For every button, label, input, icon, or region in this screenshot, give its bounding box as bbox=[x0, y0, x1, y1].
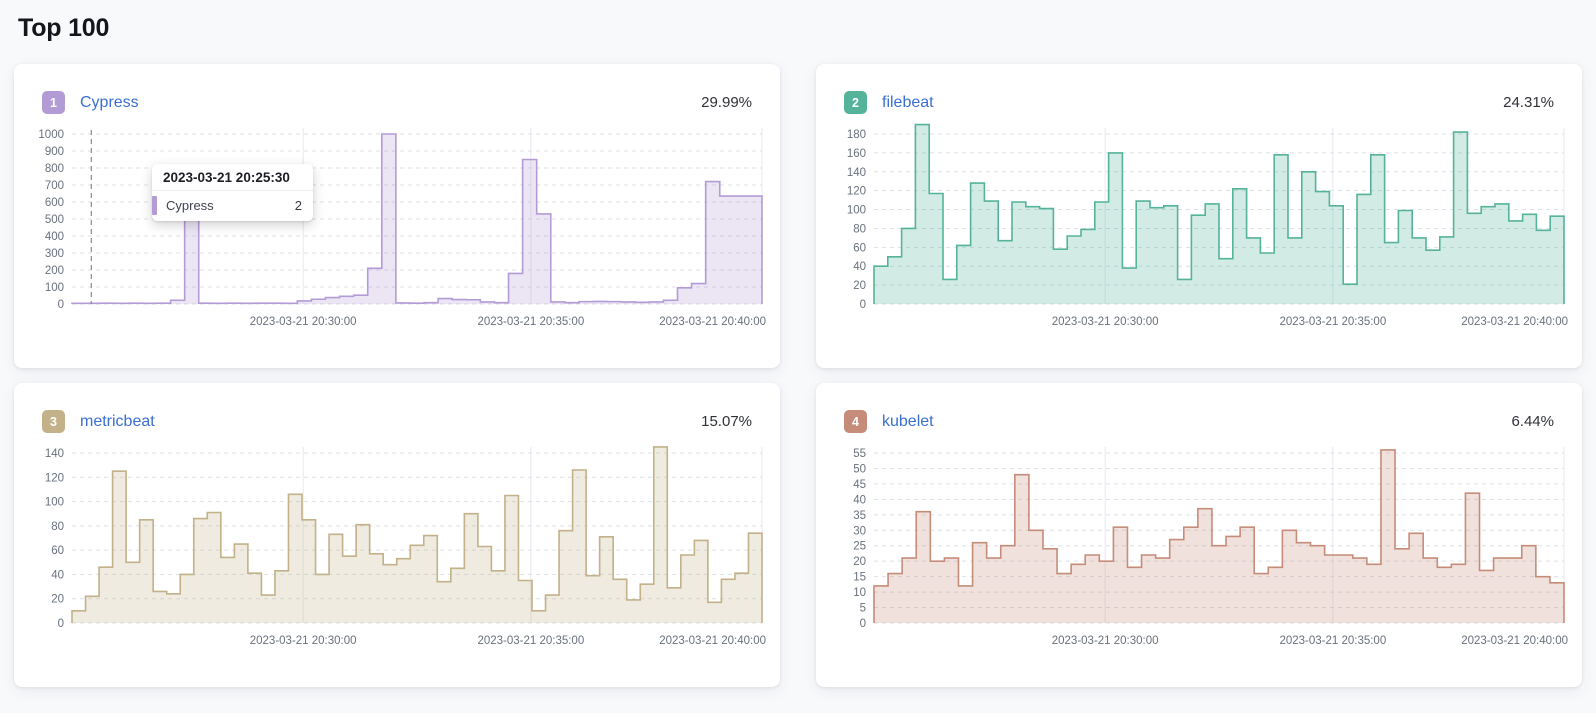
tooltip-value: 2 bbox=[294, 198, 302, 213]
chart-area-cypress[interactable]: 0 100 200 300 400 500 600 700 800 900 1000 2023-03-… bbox=[24, 120, 770, 334]
dashboard-page: Top 100 1 Cypress 29.99% 0 100 200 300 400 50… bbox=[14, 14, 1582, 687]
series-link-filebeat[interactable]: filebeat bbox=[882, 93, 934, 111]
svg-text:20: 20 bbox=[853, 280, 866, 292]
rank-badge: 1 bbox=[42, 91, 65, 114]
card-header: 4 kubelet 6.44% bbox=[826, 383, 1572, 433]
card-header: 1 Cypress 29.99% bbox=[24, 64, 770, 114]
svg-text:500: 500 bbox=[45, 214, 64, 226]
chart-card-filebeat: 2 filebeat 24.31% 0 20 40 60 80 100 120 140 160 1… bbox=[816, 64, 1582, 368]
chart-card-metricbeat: 3 metricbeat 15.07% 0 20 40 60 80 100 120 140 20… bbox=[14, 383, 780, 687]
percent-value: 15.07% bbox=[701, 413, 752, 430]
svg-text:700: 700 bbox=[45, 180, 64, 192]
series-link-metricbeat[interactable]: metricbeat bbox=[80, 412, 155, 430]
svg-text:10: 10 bbox=[853, 587, 866, 599]
rank-badge: 4 bbox=[844, 410, 867, 433]
svg-text:50: 50 bbox=[853, 463, 866, 475]
svg-text:0: 0 bbox=[58, 299, 64, 311]
svg-text:600: 600 bbox=[45, 197, 64, 209]
svg-text:100: 100 bbox=[45, 497, 64, 509]
svg-text:40: 40 bbox=[51, 569, 64, 581]
svg-text:800: 800 bbox=[45, 163, 64, 175]
percent-value: 24.31% bbox=[1503, 94, 1554, 111]
chart-tooltip: 2023-03-21 20:25:30 Cypress 2 bbox=[152, 164, 313, 221]
tooltip-series-name: Cypress bbox=[166, 198, 214, 213]
svg-text:2023-03-21 20:40:00: 2023-03-21 20:40:00 bbox=[1461, 316, 1568, 328]
svg-text:5: 5 bbox=[860, 603, 866, 615]
svg-text:2023-03-21 20:30:00: 2023-03-21 20:30:00 bbox=[1052, 316, 1159, 328]
chart-card-kubelet: 4 kubelet 6.44% 0 5 10 15 20 25 30 35 40 45 50 55 20… bbox=[816, 383, 1582, 687]
svg-text:120: 120 bbox=[45, 472, 64, 484]
svg-text:900: 900 bbox=[45, 146, 64, 158]
svg-text:2023-03-21 20:35:00: 2023-03-21 20:35:00 bbox=[477, 635, 584, 647]
svg-text:1000: 1000 bbox=[38, 129, 64, 141]
tooltip-row: Cypress 2 bbox=[152, 191, 313, 221]
svg-text:2023-03-21 20:35:00: 2023-03-21 20:35:00 bbox=[1279, 635, 1386, 647]
svg-text:2023-03-21 20:30:00: 2023-03-21 20:30:00 bbox=[250, 316, 357, 328]
card-header: 2 filebeat 24.31% bbox=[826, 64, 1572, 114]
rank-badge: 3 bbox=[42, 410, 65, 433]
svg-text:140: 140 bbox=[45, 448, 64, 460]
series-link-cypress[interactable]: Cypress bbox=[80, 93, 139, 111]
svg-text:30: 30 bbox=[853, 525, 866, 537]
svg-text:140: 140 bbox=[847, 167, 866, 179]
svg-text:180: 180 bbox=[847, 129, 866, 141]
svg-text:15: 15 bbox=[853, 572, 866, 584]
svg-text:2023-03-21 20:40:00: 2023-03-21 20:40:00 bbox=[659, 316, 766, 328]
cards-grid: 1 Cypress 29.99% 0 100 200 300 400 500 600 700 8… bbox=[14, 64, 1582, 687]
percent-value: 29.99% bbox=[701, 94, 752, 111]
series-link-kubelet[interactable]: kubelet bbox=[882, 412, 934, 430]
svg-text:20: 20 bbox=[51, 594, 64, 606]
svg-text:40: 40 bbox=[853, 261, 866, 273]
svg-text:35: 35 bbox=[853, 510, 866, 522]
tooltip-series-marker bbox=[152, 196, 157, 215]
tooltip-timestamp: 2023-03-21 20:25:30 bbox=[152, 164, 313, 191]
svg-text:2023-03-21 20:30:00: 2023-03-21 20:30:00 bbox=[250, 635, 357, 647]
svg-text:20: 20 bbox=[853, 556, 866, 568]
chart-area-kubelet[interactable]: 0 5 10 15 20 25 30 35 40 45 50 55 2023-03-21 20:30:0… bbox=[826, 439, 1572, 653]
svg-text:400: 400 bbox=[45, 231, 64, 243]
svg-text:0: 0 bbox=[860, 299, 866, 311]
svg-text:2023-03-21 20:30:00: 2023-03-21 20:30:00 bbox=[1052, 635, 1159, 647]
svg-text:55: 55 bbox=[853, 448, 866, 460]
card-header: 3 metricbeat 15.07% bbox=[24, 383, 770, 433]
chart-area-metricbeat[interactable]: 0 20 40 60 80 100 120 140 2023-03-21 20:30:00 202… bbox=[24, 439, 770, 653]
svg-text:45: 45 bbox=[853, 479, 866, 491]
svg-text:100: 100 bbox=[847, 205, 866, 217]
svg-text:60: 60 bbox=[853, 242, 866, 254]
svg-text:2023-03-21 20:35:00: 2023-03-21 20:35:00 bbox=[477, 316, 584, 328]
svg-text:2023-03-21 20:35:00: 2023-03-21 20:35:00 bbox=[1279, 316, 1386, 328]
chart-card-cypress: 1 Cypress 29.99% 0 100 200 300 400 500 600 700 8… bbox=[14, 64, 780, 368]
svg-text:120: 120 bbox=[847, 186, 866, 198]
svg-text:2023-03-21 20:40:00: 2023-03-21 20:40:00 bbox=[1461, 635, 1568, 647]
svg-text:80: 80 bbox=[51, 521, 64, 533]
chart-area-filebeat[interactable]: 0 20 40 60 80 100 120 140 160 180 2023-03-21 20:30… bbox=[826, 120, 1572, 334]
percent-value: 6.44% bbox=[1511, 413, 1554, 430]
svg-text:200: 200 bbox=[45, 265, 64, 277]
svg-text:160: 160 bbox=[847, 148, 866, 160]
svg-text:25: 25 bbox=[853, 541, 866, 553]
rank-badge: 2 bbox=[844, 91, 867, 114]
svg-text:60: 60 bbox=[51, 545, 64, 557]
svg-text:40: 40 bbox=[853, 494, 866, 506]
page-title: Top 100 bbox=[18, 14, 110, 42]
svg-text:80: 80 bbox=[853, 223, 866, 235]
svg-text:2023-03-21 20:40:00: 2023-03-21 20:40:00 bbox=[659, 635, 766, 647]
svg-text:100: 100 bbox=[45, 282, 64, 294]
svg-text:300: 300 bbox=[45, 248, 64, 260]
svg-text:0: 0 bbox=[860, 618, 866, 630]
svg-text:0: 0 bbox=[58, 618, 64, 630]
